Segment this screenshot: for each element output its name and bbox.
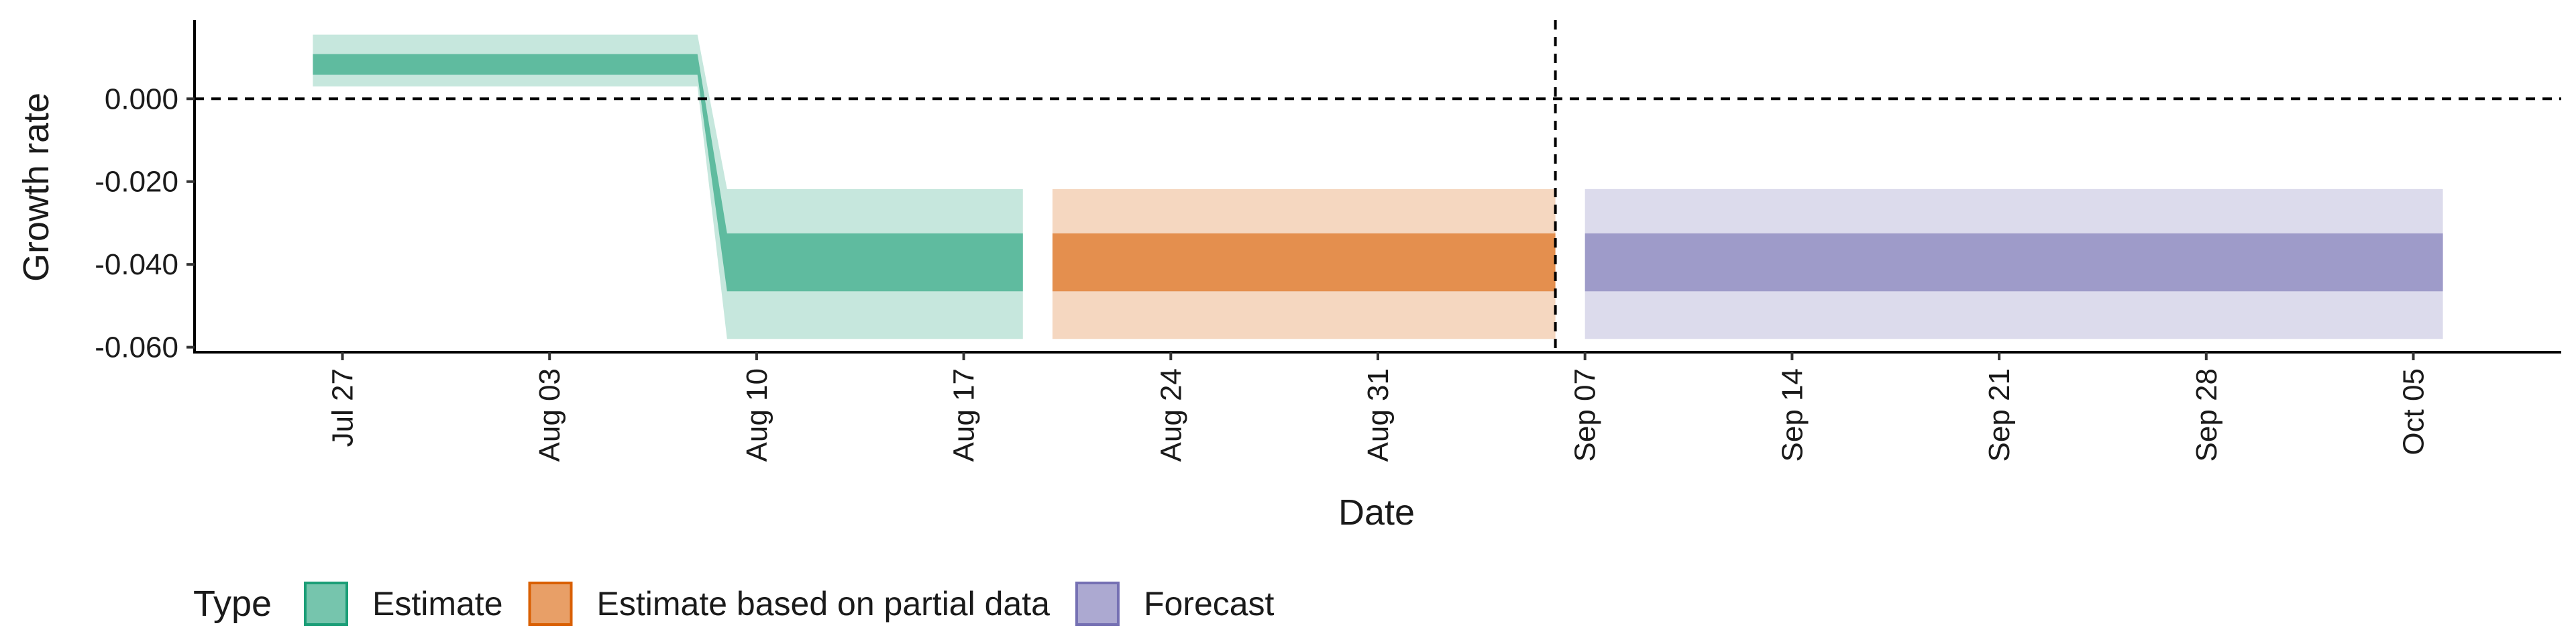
legend-swatch bbox=[528, 582, 573, 626]
y-tick-label: 0.000 bbox=[105, 83, 178, 115]
x-axis-ticks: Jul 27 Aug 03 Aug 10 Aug 17 Aug 24 Aug 31 Sep … bbox=[327, 352, 2430, 462]
x-axis-title: Date bbox=[1338, 492, 1415, 533]
legend-label: Estimate bbox=[372, 585, 503, 623]
legend-label: Forecast bbox=[1144, 585, 1275, 623]
y-axis-ticks: 0.000 -0.020 -0.040 -0.060 bbox=[95, 83, 195, 364]
legend-item-estimate-based-on-partial-data: Estimate based on partial data bbox=[528, 582, 1051, 626]
estimate-based-on-partial-data-50-interval bbox=[1052, 233, 1556, 292]
legend: Type Estimate Estimate based on partial da… bbox=[193, 582, 1275, 626]
legend-title: Type bbox=[193, 584, 272, 624]
legend-item-estimate: Estimate bbox=[304, 582, 503, 626]
x-tick-label: Aug 24 bbox=[1155, 368, 1187, 462]
legend-swatch bbox=[304, 582, 348, 626]
legend-swatch bbox=[1075, 582, 1120, 626]
reference-lines bbox=[195, 20, 2561, 352]
x-tick-label: Sep 21 bbox=[1983, 368, 2016, 462]
x-tick-label: Oct 05 bbox=[2398, 368, 2430, 455]
y-tick-label: -0.020 bbox=[95, 166, 178, 199]
x-tick-label: Aug 03 bbox=[533, 368, 566, 462]
x-tick-label: Aug 31 bbox=[1362, 368, 1395, 462]
estimate-90-interval bbox=[313, 34, 1023, 339]
x-tick-label: Sep 28 bbox=[2190, 368, 2223, 462]
y-axis-title: Growth rate bbox=[16, 93, 56, 282]
y-tick-label: -0.060 bbox=[95, 331, 178, 364]
x-tick-label: Aug 10 bbox=[741, 368, 773, 462]
legend-item-forecast: Forecast bbox=[1075, 582, 1275, 626]
x-tick-label: Sep 07 bbox=[1569, 368, 1602, 462]
x-tick-label: Aug 17 bbox=[948, 368, 981, 462]
estimate-50-interval bbox=[313, 54, 1023, 292]
legend-label: Estimate based on partial data bbox=[597, 585, 1051, 623]
x-tick-label: Sep 14 bbox=[1776, 368, 1809, 462]
x-tick-label: Jul 27 bbox=[327, 368, 360, 447]
forecast-50-interval bbox=[1585, 233, 2443, 292]
ribbon-layer bbox=[313, 34, 2443, 339]
y-tick-label: -0.040 bbox=[95, 248, 178, 281]
